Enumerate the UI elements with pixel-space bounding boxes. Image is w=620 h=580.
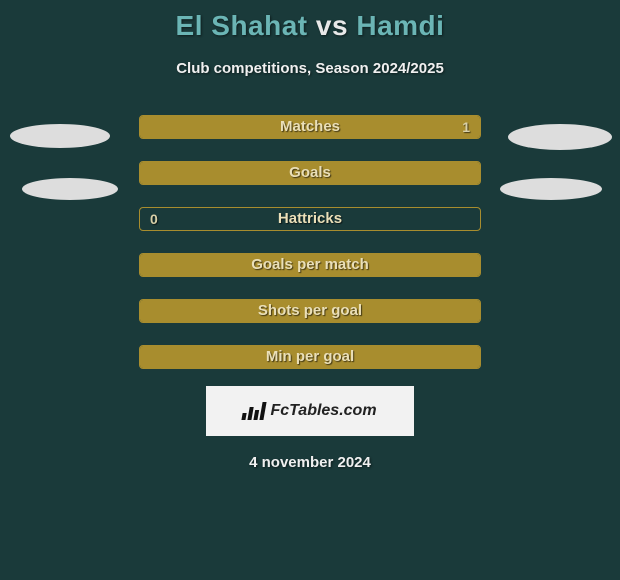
vs-text: vs [316, 10, 348, 41]
stat-bar [139, 207, 481, 231]
player2-name: Hamdi [356, 10, 444, 41]
stat-bar [139, 299, 481, 323]
stat-row: 1Matches1 [0, 115, 620, 139]
stat-bar [139, 253, 481, 277]
stat-row: 0Hattricks [0, 207, 620, 231]
footer-date: 4 november 2024 [0, 454, 620, 471]
comparison-title: El Shahat vs Hamdi [0, 0, 620, 42]
stat-bar [139, 345, 481, 369]
stat-row: 2Goals per match [0, 253, 620, 277]
stat-bar-left [140, 346, 480, 368]
stat-bar-right [310, 116, 480, 138]
stat-row: 2Shots per goal [0, 299, 620, 323]
stat-bar [139, 161, 481, 185]
bars-icon [242, 402, 267, 420]
stats-container: 1Matches1 2Goals 0Hattricks 2Goals per matc… [0, 115, 620, 369]
stat-bar [139, 115, 481, 139]
subtitle: Club competitions, Season 2024/2025 [0, 60, 620, 77]
stat-bar-left [140, 254, 480, 276]
stat-bar-left [140, 300, 480, 322]
brand-text: FcTables.com [270, 402, 376, 420]
stat-bar-left [140, 116, 310, 138]
stat-row: 2Goals [0, 161, 620, 185]
player1-name: El Shahat [176, 10, 308, 41]
stat-value-right: 1 [462, 115, 470, 139]
brand-logo[interactable]: FcTables.com [206, 386, 414, 436]
stat-bar-left [140, 162, 480, 184]
stat-row: 65Min per goal [0, 345, 620, 369]
